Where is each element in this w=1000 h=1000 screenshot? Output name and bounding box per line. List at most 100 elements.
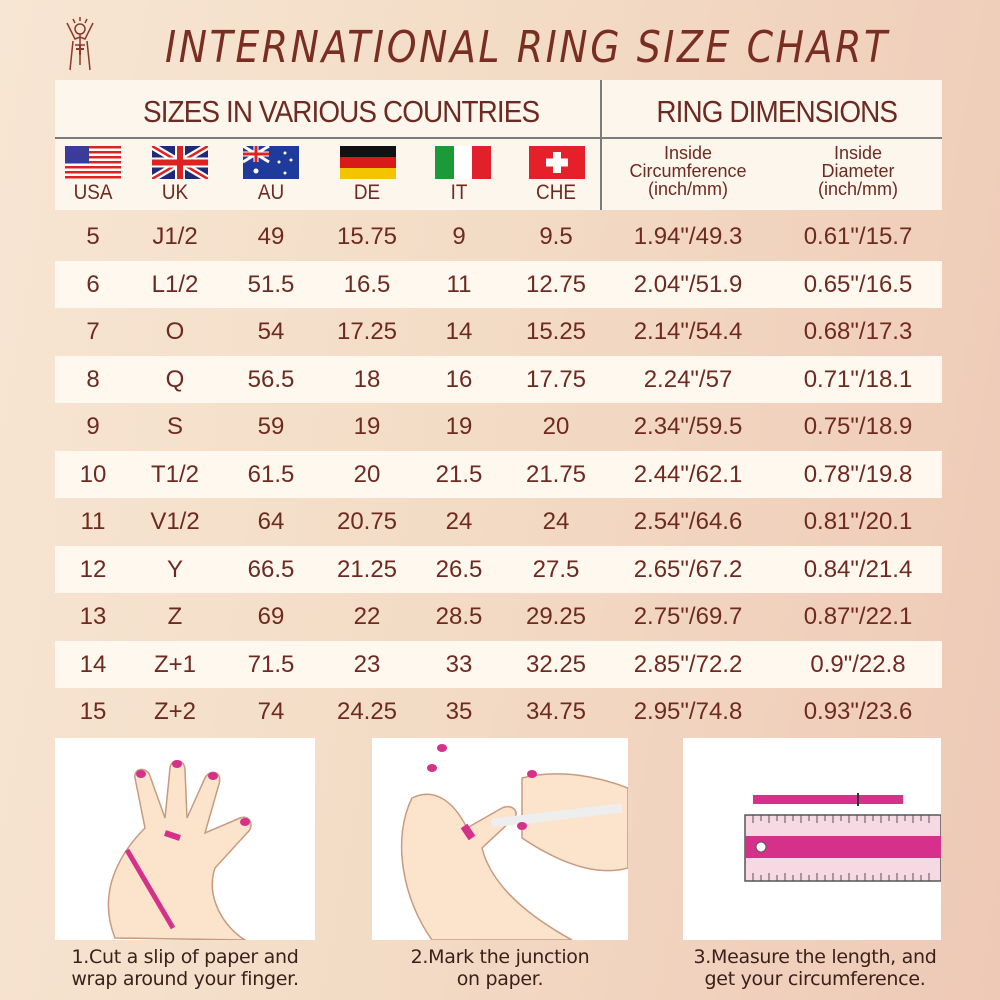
- cell-uk: Q: [165, 365, 185, 393]
- cell-usa: 15: [79, 698, 107, 725]
- step-2-illustration: [372, 738, 629, 941]
- cell-uk: Y: [166, 555, 184, 583]
- table-row: 7 O 54 17.25 14 15.25 2.14"/54.4 0.68"/17.3: [55, 308, 942, 355]
- cell-che: 9.5: [539, 223, 573, 250]
- cell-che: 24: [542, 508, 570, 535]
- cell-usa: 11: [80, 508, 106, 535]
- country-code-uk: UK: [161, 181, 189, 204]
- caption-line: wrap around your finger.: [71, 968, 299, 990]
- caption-line: 2.Mark the junction: [410, 946, 590, 968]
- caption-line: on paper.: [456, 968, 544, 990]
- cell-che: 12.75: [525, 270, 587, 298]
- step-1-caption: 1.Cut a slip of paper and wrap around yo…: [45, 946, 325, 990]
- cell-usa: 6: [86, 270, 100, 298]
- cell-circumference: 2.75"/69.7: [633, 603, 743, 630]
- cell-uk: Z: [167, 603, 183, 630]
- cell-circumference: 2.14"/54.4: [633, 318, 743, 345]
- page-title: INTERNATIONAL RING SIZE CHART: [165, 22, 890, 73]
- cell-diameter: 0.87"/22.1: [803, 603, 913, 630]
- cell-circumference: 2.04"/51.9: [633, 270, 743, 298]
- country-code-usa: USA: [73, 181, 113, 204]
- cell-de: 22: [353, 603, 381, 630]
- cell-che: 32.25: [525, 650, 587, 678]
- cell-it: 21.5: [435, 460, 483, 488]
- cell-de: 21.25: [336, 555, 398, 583]
- table-row: 13 Z 69 22 28.5 29.25 2.75"/69.7 0.87"/22.1: [55, 593, 942, 640]
- cell-diameter: 0.68"/17.3: [803, 318, 913, 345]
- cell-che: 21.75: [525, 460, 587, 488]
- heading-line: Inside: [833, 143, 883, 163]
- cell-de: 20.75: [336, 508, 398, 535]
- caption-line: 1.Cut a slip of paper and: [71, 946, 299, 968]
- cell-diameter: 0.9"/22.8: [810, 650, 906, 678]
- cell-it: 35: [445, 698, 473, 725]
- country-code-au: AU: [257, 181, 285, 204]
- step-3-caption: 3.Measure the length, and get your circu…: [670, 946, 960, 990]
- heading-line: Circumference: [629, 161, 747, 181]
- logo-icon: [66, 17, 94, 71]
- cell-usa: 8: [86, 365, 100, 393]
- uk-flag-icon: [152, 146, 208, 179]
- it-flag-icon: [435, 146, 491, 179]
- country-code-de: DE: [353, 181, 381, 204]
- cell-diameter: 0.75"/18.9: [803, 413, 913, 440]
- circumference-heading: Inside Circumference (inch/mm): [603, 144, 773, 198]
- table-row: 8 Q 56.5 18 16 17.75 2.24"/57 0.71"/18.1: [55, 355, 942, 403]
- cell-au: 64: [257, 508, 285, 535]
- hand-wrap-icon: [107, 760, 252, 941]
- cell-usa: 10: [79, 460, 107, 488]
- table-row: 5 J1/2 49 15.75 9 9.5 1.94"/49.3 0.61"/15.7: [55, 213, 942, 260]
- cell-de: 17.25: [336, 318, 398, 345]
- cell-uk: S: [166, 413, 184, 440]
- cell-diameter: 0.93"/23.6: [803, 698, 913, 725]
- heading-line: (inch/mm): [818, 179, 898, 199]
- cell-che: 17.75: [525, 365, 587, 393]
- cell-uk: Z+1: [153, 650, 197, 678]
- cell-it: 19: [445, 413, 473, 440]
- cell-usa: 14: [79, 650, 107, 678]
- caption-line: get your circumference.: [704, 968, 926, 990]
- au-flag-icon: [243, 146, 299, 179]
- cell-che: 34.75: [525, 698, 587, 725]
- table-row: 6 L1/2 51.5 16.5 11 12.75 2.04"/51.9 0.65"/16.5: [55, 260, 942, 308]
- hand-mark-icon: [400, 744, 629, 941]
- cell-usa: 12: [79, 555, 107, 583]
- cell-au: 51.5: [247, 270, 295, 298]
- cell-au: 49: [257, 223, 285, 250]
- table-row: 15 Z+2 74 24.25 35 34.75 2.95"/74.8 0.93"/23.6: [55, 688, 942, 735]
- cell-de: 15.75: [336, 223, 398, 250]
- diameter-heading: Inside Diameter (inch/mm): [773, 144, 943, 198]
- cell-circumference: 2.54"/64.6: [633, 508, 743, 535]
- cell-au: 74: [257, 698, 285, 725]
- cell-de: 20: [353, 460, 381, 488]
- cell-uk: L1/2: [151, 270, 199, 298]
- cell-diameter: 0.61"/15.7: [803, 223, 913, 250]
- cell-che: 15.25: [525, 318, 587, 345]
- country-code-che: CHE: [536, 181, 576, 204]
- cell-uk: J1/2: [152, 223, 198, 250]
- heading-line: Inside: [663, 143, 713, 163]
- table-row: 9 S 59 19 19 20 2.34"/59.5 0.75"/18.9: [55, 403, 942, 450]
- cell-au: 69: [257, 603, 285, 630]
- cell-au: 61.5: [247, 460, 295, 488]
- table-row: 11 V1/2 64 20.75 24 24 2.54"/64.6 0.81"/20.1: [55, 498, 942, 545]
- cell-diameter: 0.78"/19.8: [803, 460, 913, 488]
- cell-au: 54: [257, 318, 285, 345]
- cell-che: 29.25: [525, 603, 587, 630]
- cell-de: 23: [353, 650, 381, 678]
- de-flag-icon: [340, 146, 396, 179]
- cell-au: 59: [257, 413, 285, 440]
- cell-circumference: 2.85"/72.2: [633, 650, 743, 678]
- cell-usa: 9: [86, 413, 100, 440]
- cell-it: 28.5: [435, 603, 483, 630]
- cell-che: 20: [542, 413, 570, 440]
- cell-diameter: 0.71"/18.1: [803, 365, 913, 393]
- cell-it: 26.5: [435, 555, 483, 583]
- cell-it: 33: [445, 650, 473, 678]
- table-row: 12 Y 66.5 21.25 26.5 27.5 2.65"/67.2 0.84"/21.4: [55, 545, 942, 593]
- cell-circumference: 2.95"/74.8: [633, 698, 743, 725]
- divider: [55, 137, 942, 139]
- cell-uk: V1/2: [150, 508, 200, 535]
- heading-line: Diameter: [821, 161, 895, 181]
- cell-it: 24: [445, 508, 473, 535]
